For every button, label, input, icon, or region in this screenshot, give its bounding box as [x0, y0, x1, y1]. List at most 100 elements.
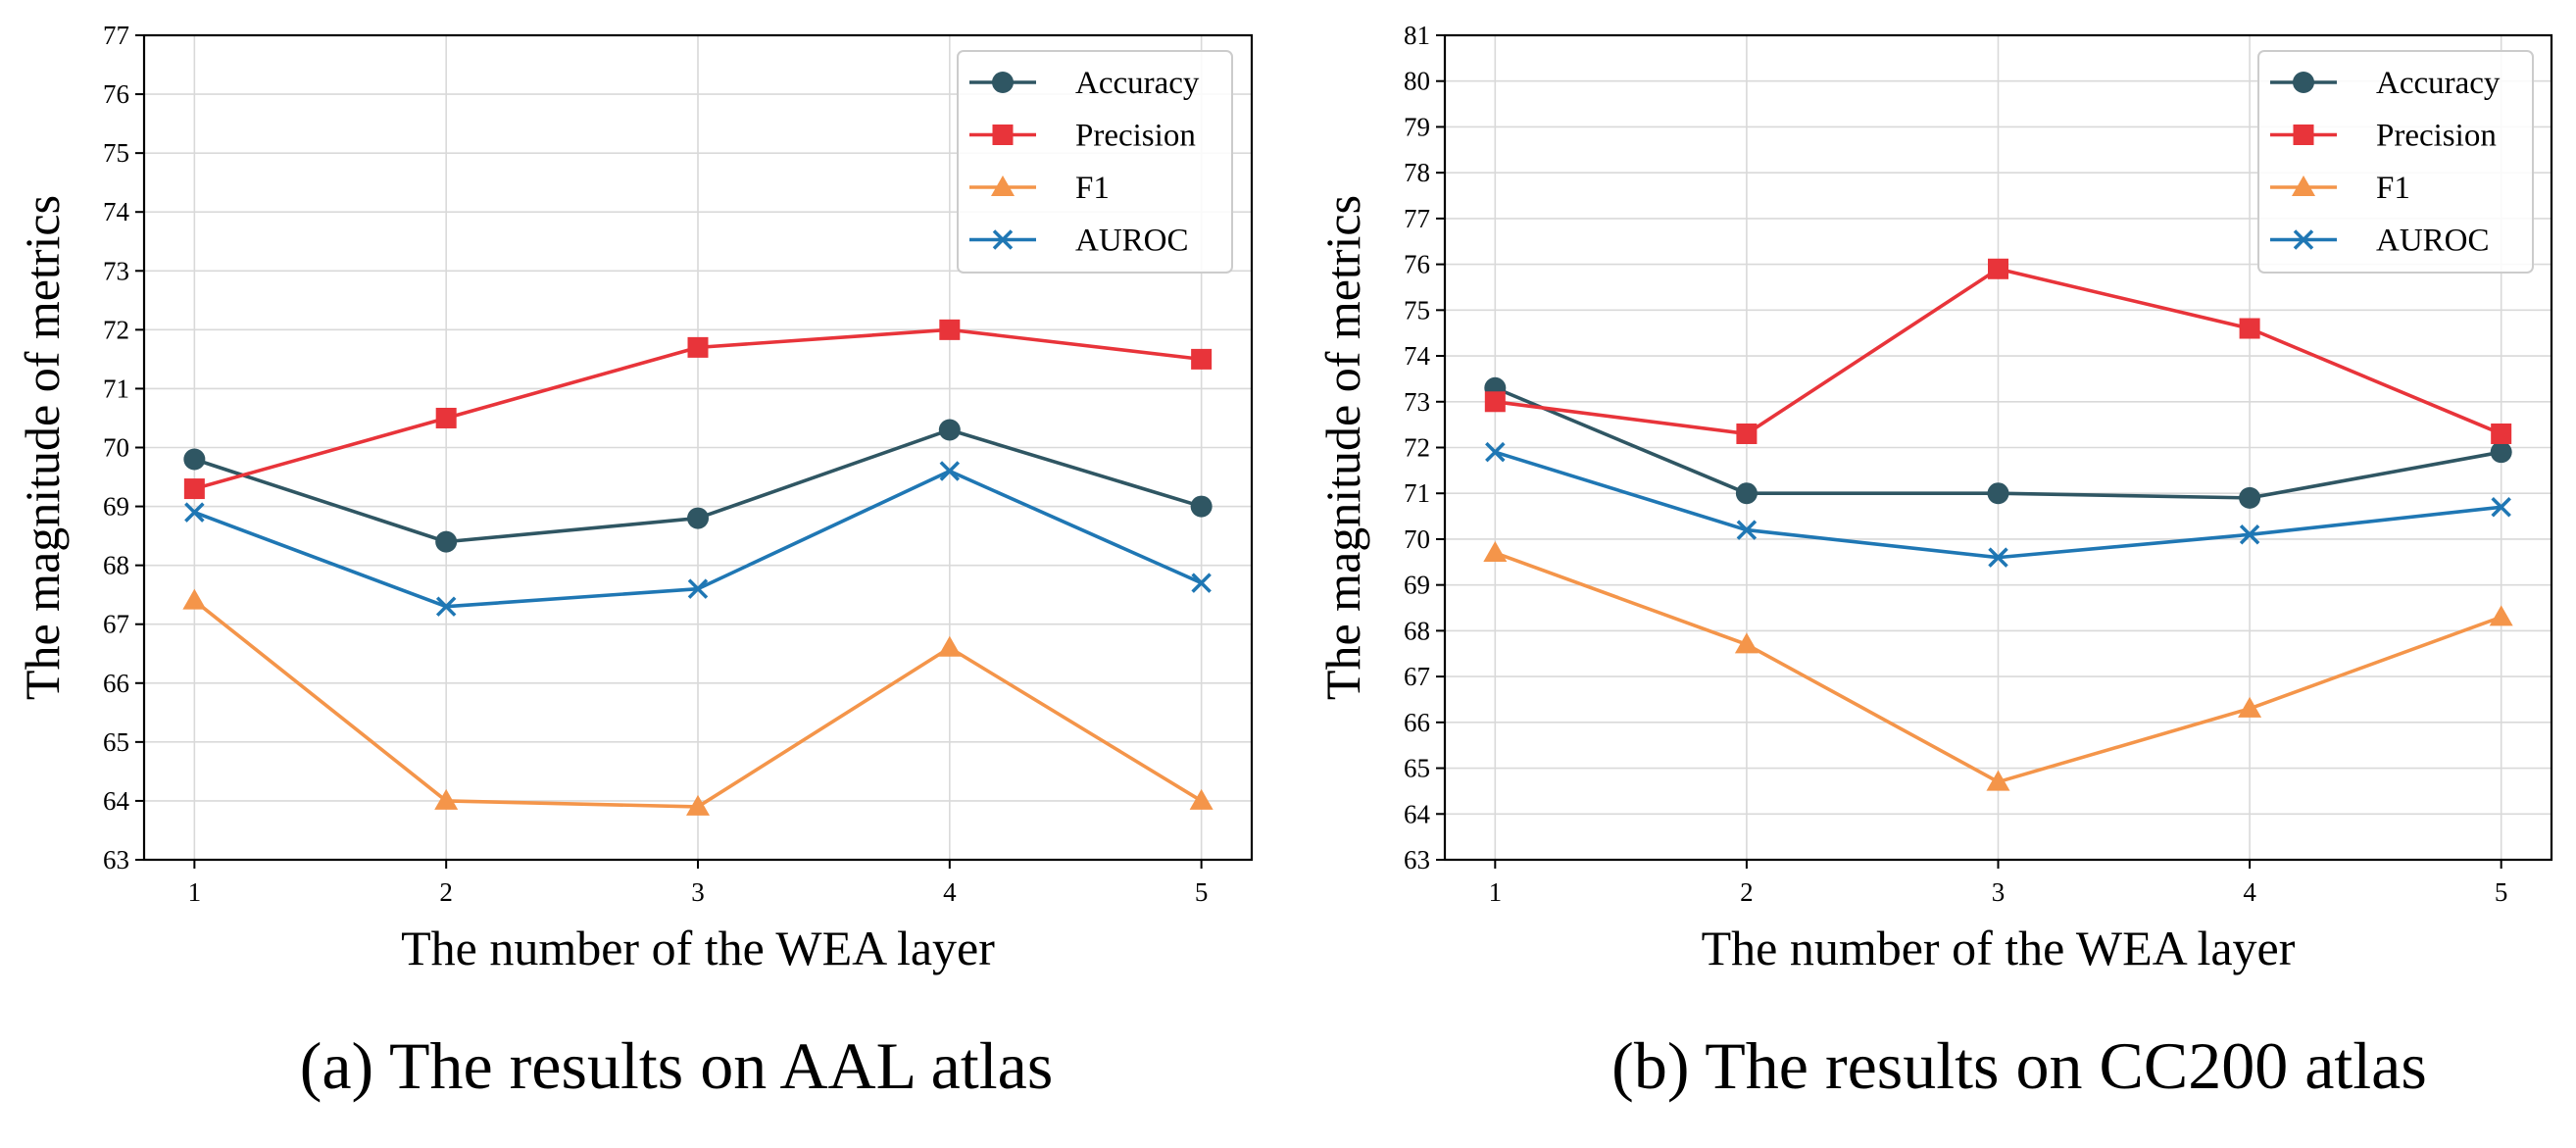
x-tick-label: 4 [2243, 877, 2256, 907]
x-axis-title: The number of the WEA layer [1702, 921, 2296, 975]
data-point-accuracy [1190, 495, 1213, 518]
legend-entry-precision: Precision [969, 119, 1196, 154]
legend-entry-auroc: AUROC [2270, 224, 2490, 259]
series-auroc [184, 461, 1212, 617]
y-tick-label: 78 [1404, 158, 1430, 187]
data-point-precision [687, 336, 709, 358]
data-point-precision [1736, 423, 1758, 444]
y-tick-label: 68 [103, 551, 129, 580]
legend-entry-accuracy: Accuracy [2270, 66, 2501, 101]
y-tick-label: 72 [103, 315, 129, 344]
data-point-precision [1191, 348, 1213, 370]
y-tick-label: 64 [1404, 799, 1431, 828]
legend: Accuracy Precision F1 AUROC [2257, 50, 2534, 274]
legend-entry-f1: F1 [2270, 171, 2410, 206]
y-tick-label: 73 [1404, 387, 1430, 417]
y-tick-label: 80 [1404, 67, 1430, 96]
y-tick-label: 75 [103, 138, 129, 168]
data-point-precision [183, 478, 205, 500]
data-point-auroc [1191, 573, 1212, 593]
x-axis-title: The number of the WEA layer [401, 921, 995, 975]
legend-entry-precision: Precision [2270, 119, 2497, 154]
x-tick-label: 2 [439, 877, 453, 907]
data-point-auroc [1988, 547, 2008, 568]
series-auroc [1485, 441, 2511, 568]
y-tick-label: 65 [1404, 754, 1430, 783]
y-tick-label: 81 [1404, 21, 1430, 50]
series-f1 [1483, 540, 2513, 791]
data-point-accuracy [2490, 441, 2512, 464]
legend-label: Precision [1075, 119, 1196, 154]
legend-label: F1 [1075, 171, 1110, 206]
figure-caption: (b) The results on CC200 atlas [1611, 1028, 2427, 1103]
legend-label: AUROC [2376, 224, 2490, 259]
series-precision [1484, 258, 2512, 444]
legend-label: Accuracy [1075, 66, 1200, 101]
legend-marker-accuracy [992, 72, 1014, 93]
data-point-accuracy [687, 507, 709, 529]
x-tick-label: 5 [2495, 877, 2508, 907]
y-tick-label: 65 [103, 727, 129, 757]
legend-marker-precision [2293, 125, 2314, 145]
chart-panel-cc200: 1 2 3 4 5 63 64 65 66 67 68 69 70 71 72 73 74 75 76 77 78 79 8… [1315, 21, 2553, 1103]
legend-label: F1 [2376, 171, 2410, 206]
legend: Accuracy Precision F1 AUROC [957, 50, 1233, 274]
legend-marker-f1 [991, 175, 1015, 196]
data-point-precision [2239, 318, 2260, 339]
y-tick-label: 76 [103, 79, 129, 109]
y-tick-label: 63 [103, 845, 129, 874]
data-point-f1 [2238, 696, 2262, 718]
data-point-auroc [1485, 441, 1506, 463]
y-tick-label: 66 [1404, 708, 1430, 737]
legend-marker-f1 [2292, 175, 2315, 196]
x-tick-label: 1 [1489, 877, 1503, 907]
plot-area-frame [1443, 33, 2553, 862]
data-point-auroc [939, 461, 961, 481]
x-tick-label: 1 [188, 877, 202, 907]
data-point-accuracy [2239, 486, 2261, 509]
data-point-auroc [687, 578, 709, 599]
y-tick-label: 77 [1404, 204, 1430, 233]
x-tick-label: 2 [1740, 877, 1754, 907]
legend-box [2257, 50, 2534, 274]
data-point-accuracy [183, 448, 206, 471]
data-point-accuracy [1735, 482, 1758, 505]
data-point-precision [1484, 391, 1506, 413]
y-tick-label: 74 [103, 197, 130, 226]
legend-marker-accuracy [2293, 72, 2314, 93]
data-point-auroc [2239, 524, 2260, 545]
data-point-precision [435, 407, 457, 428]
y-tick-label: 64 [103, 786, 130, 816]
data-point-f1 [434, 788, 459, 810]
legend-entry-accuracy: Accuracy [969, 66, 1200, 101]
figure-caption: (a) The results on AAL atlas [300, 1028, 1054, 1103]
legend-marker-auroc [2293, 229, 2314, 250]
data-point-f1 [1483, 540, 1508, 562]
y-tick-label: 63 [1404, 845, 1430, 874]
y-tick-label: 69 [1404, 571, 1430, 600]
data-point-auroc [435, 596, 457, 617]
series-precision [183, 319, 1213, 500]
data-point-f1 [1986, 770, 2010, 791]
legend-label: AUROC [1075, 224, 1189, 259]
y-tick-label: 70 [1404, 524, 1430, 554]
data-point-precision [1988, 258, 2008, 279]
data-point-auroc [184, 502, 205, 523]
x-tick-label: 3 [1992, 877, 2006, 907]
data-point-auroc [2491, 497, 2511, 518]
y-tick-label: 73 [103, 256, 129, 285]
y-tick-label: 75 [1404, 295, 1430, 324]
data-point-accuracy [435, 530, 458, 553]
legend-entry-auroc: AUROC [969, 224, 1189, 259]
x-tick-label: 5 [1195, 877, 1209, 907]
y-tick-label: 76 [1404, 250, 1430, 279]
legend-marker-precision [992, 125, 1014, 145]
y-tick-label: 71 [103, 374, 129, 403]
y-tick-label: 72 [1404, 433, 1430, 463]
legend-box [957, 50, 1233, 274]
y-tick-label: 68 [1404, 616, 1430, 645]
data-point-f1 [2489, 605, 2513, 626]
y-axis-title: The magnitude of metrics [1315, 195, 1370, 700]
data-point-accuracy [1987, 482, 2009, 505]
